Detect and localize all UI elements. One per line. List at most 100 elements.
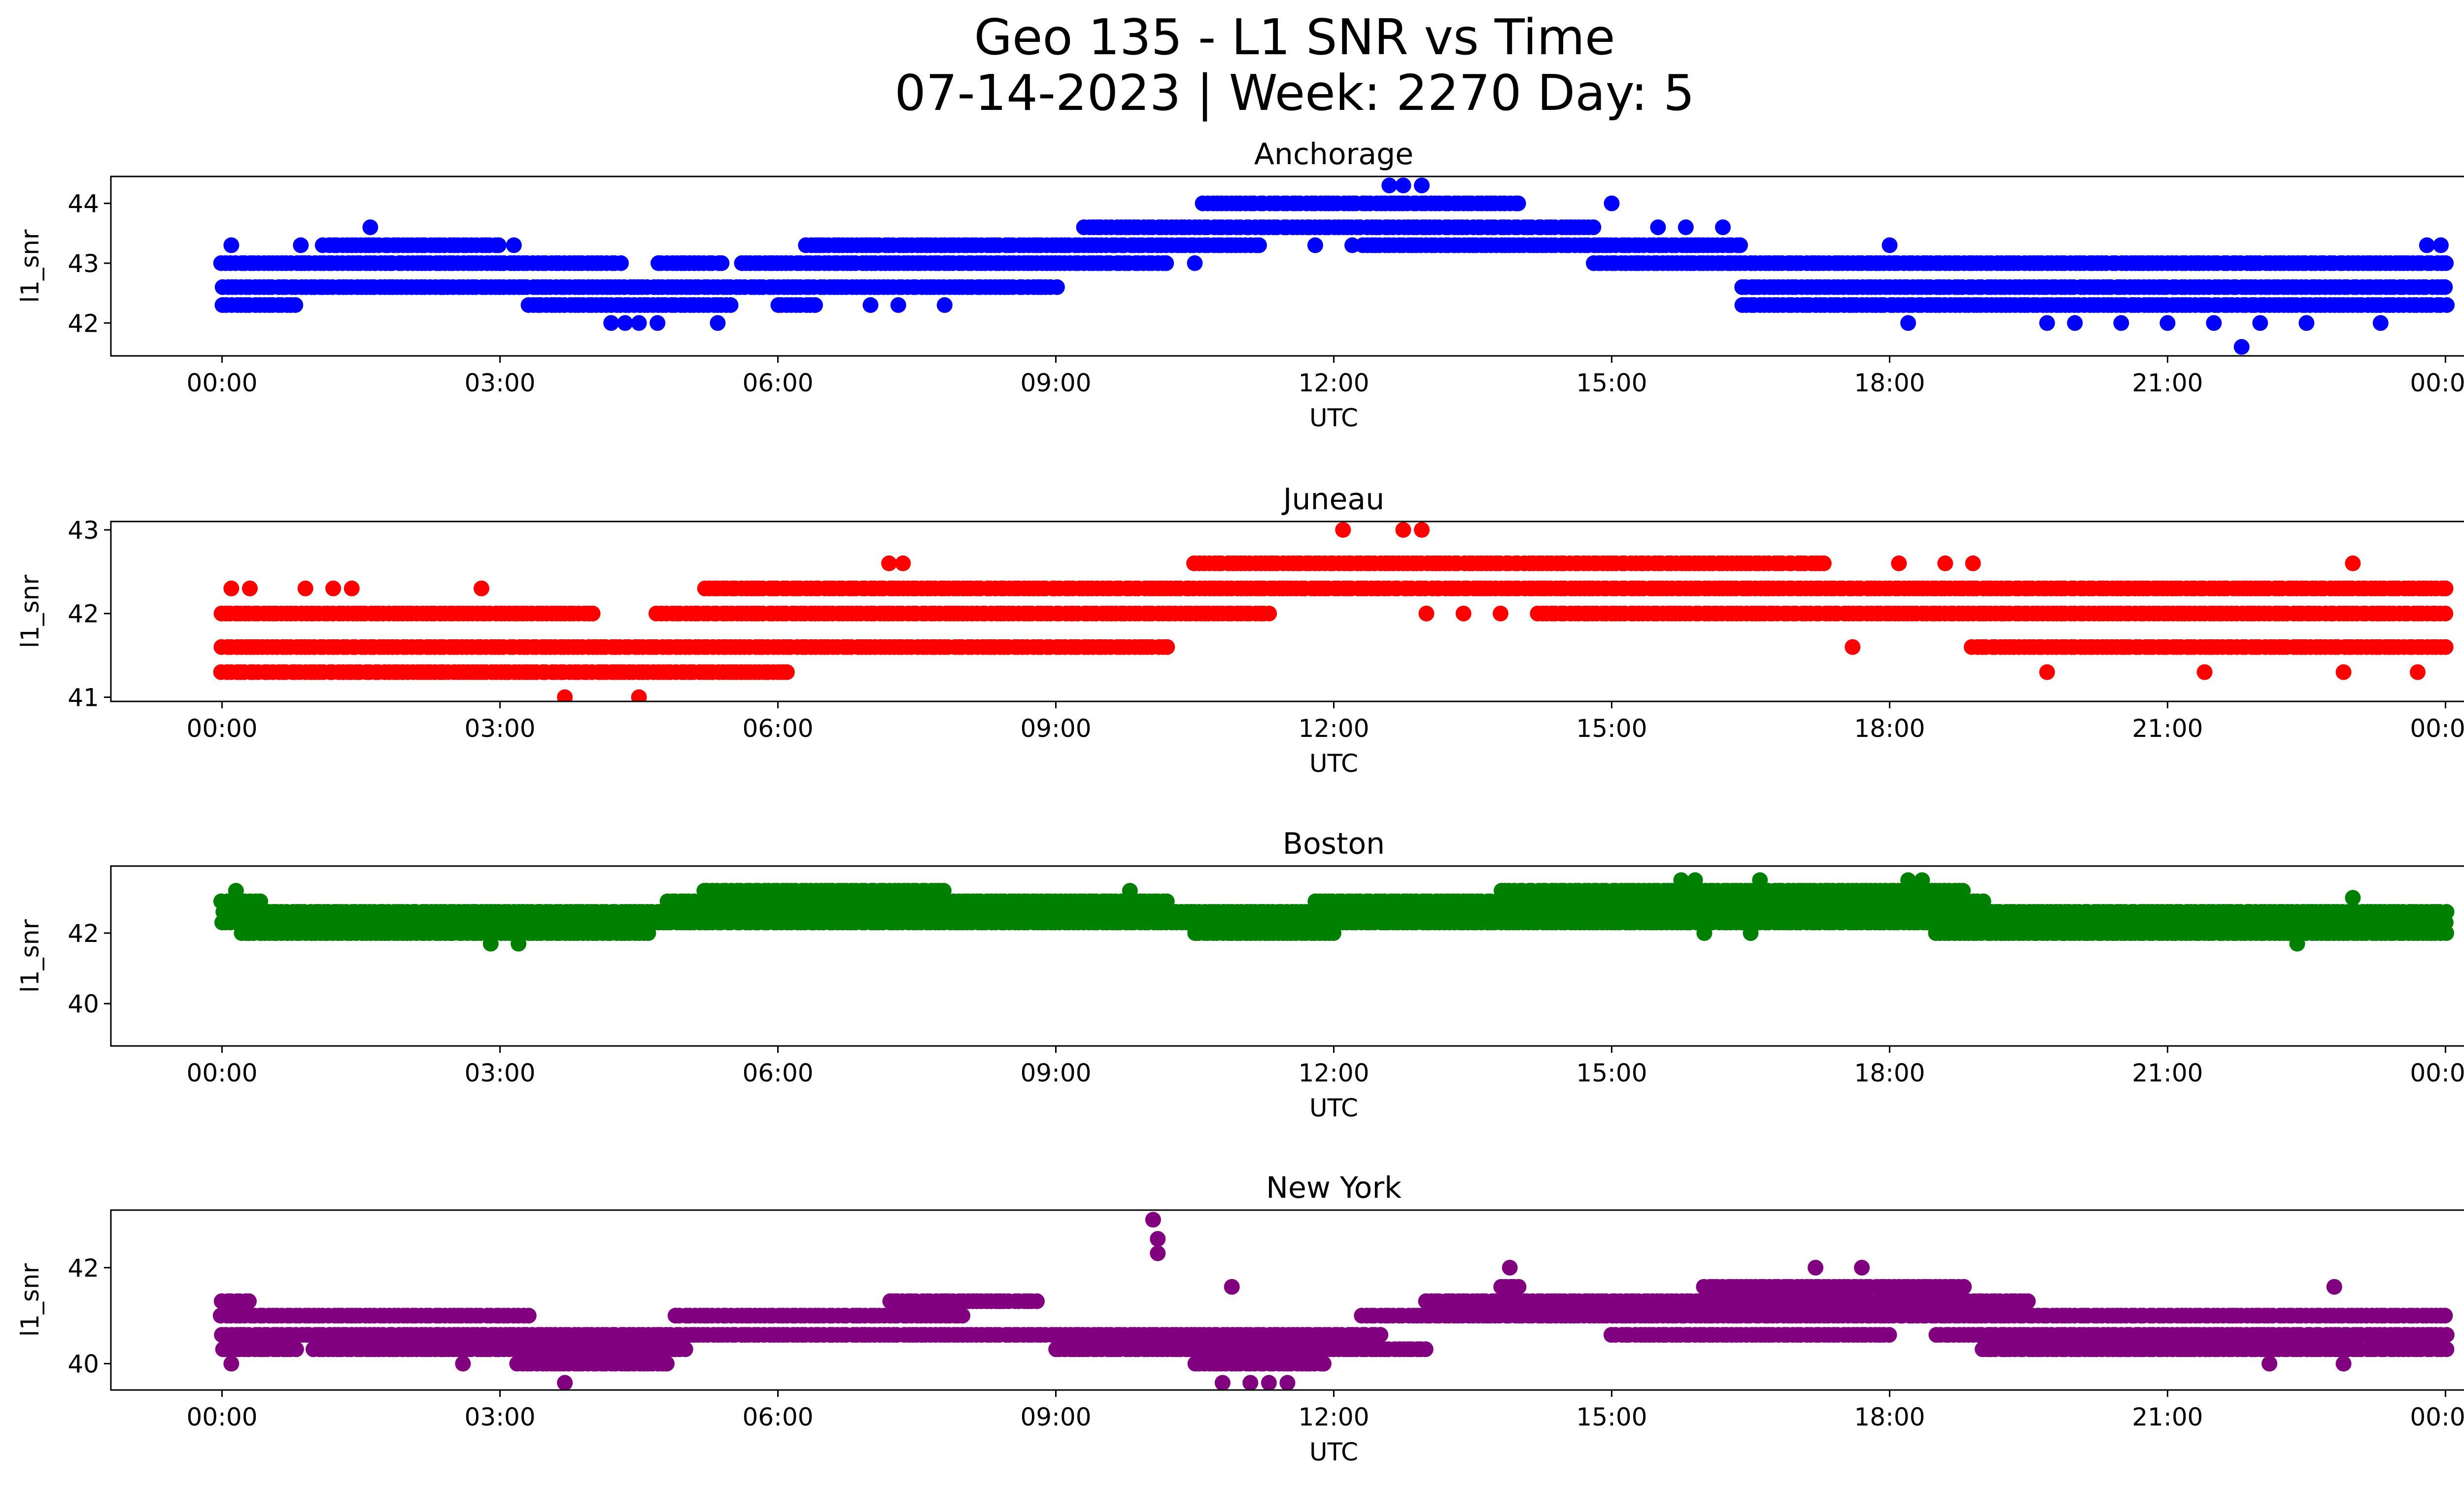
x-tick-label: 00:00 <box>187 1059 258 1087</box>
y-tick-label: 42 <box>68 600 99 628</box>
data-point <box>1975 893 1991 909</box>
data-point <box>677 1341 693 1357</box>
data-point <box>223 580 240 596</box>
data-point <box>1937 555 1953 571</box>
data-point <box>343 580 360 596</box>
x-axis-label: UTC <box>1309 1094 1358 1122</box>
data-point <box>2289 936 2305 952</box>
data-point <box>1891 555 1907 571</box>
data-point <box>881 555 897 571</box>
data-point <box>779 664 795 680</box>
data-point <box>2438 255 2454 271</box>
data-point <box>2345 555 2361 571</box>
x-tick-label: 15:00 <box>1576 1059 1647 1087</box>
y-axis-label: l1_snr <box>16 575 44 648</box>
data-point <box>2437 279 2453 295</box>
x-tick-label: 06:00 <box>742 714 813 743</box>
data-point <box>2433 237 2449 253</box>
data-point <box>2039 664 2055 680</box>
data-point <box>362 219 378 236</box>
data-series <box>212 1212 2455 1390</box>
data-point <box>1455 605 1472 622</box>
data-point <box>2439 297 2455 313</box>
figure-title-line2: 07-14-2023 | Week: 2270 Day: 5 <box>894 64 1694 122</box>
data-point <box>613 255 629 271</box>
data-point <box>1159 893 1175 909</box>
data-point <box>603 315 619 331</box>
x-tick-label: 09:00 <box>1020 369 1091 397</box>
data-point <box>1955 883 1971 899</box>
data-point <box>2113 315 2129 331</box>
data-point <box>1158 255 1174 271</box>
panel-title: Juneau <box>1281 482 1384 517</box>
data-point <box>1732 237 1748 253</box>
data-point <box>2206 315 2222 331</box>
data-series <box>213 522 2454 701</box>
data-point <box>223 237 240 253</box>
data-point <box>1687 872 1703 888</box>
data-point <box>490 237 507 253</box>
data-point <box>2159 315 2176 331</box>
data-point <box>293 237 309 253</box>
panel-title: Boston <box>1283 827 1385 861</box>
data-point <box>287 297 304 313</box>
data-point <box>658 1356 675 1372</box>
x-tick-label: 09:00 <box>1020 714 1091 743</box>
x-tick-label: 06:00 <box>742 369 813 397</box>
data-point <box>2252 315 2268 331</box>
data-point <box>228 883 244 899</box>
data-point <box>1159 639 1175 655</box>
data-point <box>2196 664 2213 680</box>
data-point <box>2067 315 2083 331</box>
x-tick-label: 06:00 <box>742 1059 813 1087</box>
x-tick-label: 15:00 <box>1576 714 1647 743</box>
data-point <box>890 297 906 313</box>
data-point <box>242 580 258 596</box>
data-point <box>1845 639 1861 655</box>
y-tick-label: 40 <box>68 990 99 1018</box>
data-point <box>1914 872 1930 888</box>
x-tick-label: 18:00 <box>1854 714 1925 743</box>
data-point <box>1335 522 1351 538</box>
y-tick-label: 42 <box>68 309 99 338</box>
y-tick-label: 44 <box>68 190 99 218</box>
data-point <box>1650 219 1666 236</box>
y-axis-label: l1_snr <box>16 229 44 303</box>
x-tick-label: 12:00 <box>1298 369 1369 397</box>
data-point <box>2410 664 2426 680</box>
data-point <box>557 689 573 701</box>
x-tick-label: 21:00 <box>2132 714 2203 743</box>
data-point <box>1049 279 1065 295</box>
data-point <box>2335 664 2352 680</box>
data-point <box>1418 605 1435 622</box>
data-point <box>297 580 313 596</box>
x-tick-label: 00:00 <box>187 714 258 743</box>
data-point <box>807 297 823 313</box>
data-point <box>1315 1356 1332 1372</box>
x-tick-label: 09:00 <box>1020 1059 1091 1087</box>
data-point <box>1395 522 1411 538</box>
data-point <box>650 315 666 331</box>
x-tick-label: 18:00 <box>1854 369 1925 397</box>
data-point <box>1752 872 1768 888</box>
y-axis-label: l1_snr <box>16 919 44 993</box>
data-point <box>617 315 633 331</box>
x-tick-label: 00:00 <box>2410 714 2464 743</box>
data-point <box>511 936 527 952</box>
data-point <box>1510 195 1526 211</box>
data-point <box>1414 522 1430 538</box>
data-point <box>584 605 601 622</box>
y-tick-label: 43 <box>68 249 99 278</box>
data-point <box>1696 925 1712 941</box>
data-point <box>252 893 269 909</box>
data-point <box>288 1341 304 1357</box>
data-point <box>714 255 730 271</box>
data-point <box>1381 177 1398 194</box>
data-point <box>710 315 726 331</box>
x-tick-label: 12:00 <box>1298 714 1369 743</box>
x-axis-label: UTC <box>1309 749 1358 778</box>
data-point <box>2437 580 2454 596</box>
data-point <box>1395 177 1411 194</box>
